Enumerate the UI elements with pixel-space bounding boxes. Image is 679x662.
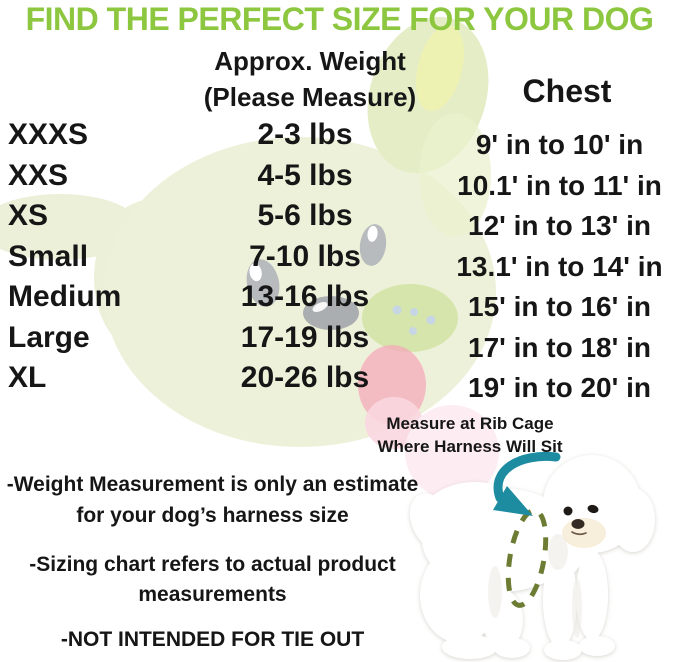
chest-value: 9' in to 10' in bbox=[475, 129, 644, 161]
measure-annotation-line2: Where Harness Will Sit bbox=[377, 437, 563, 456]
weight-value: 5-6 lbs bbox=[257, 199, 353, 233]
note-weight-estimate: -Weight Measurement is only an estimate … bbox=[0, 469, 425, 531]
size-label: XXXS bbox=[8, 118, 89, 152]
note-line: -NOT INTENDED FOR TIE OUT bbox=[60, 628, 365, 651]
chest-value: 12' in to 13' in bbox=[468, 210, 651, 242]
note-not-tie-out: -NOT INTENDED FOR TIE OUT bbox=[0, 628, 425, 652]
weight-value: 4-5 lbs bbox=[257, 158, 353, 192]
weight-header-line2: (Please Measure) bbox=[203, 82, 417, 112]
table-row: Small 7-10 lbs 13.1' in to 14' in bbox=[0, 237, 679, 282]
weight-value: 17-19 lbs bbox=[240, 320, 370, 354]
rib-cage-measure-ellipse bbox=[505, 508, 549, 608]
curved-arrow-icon bbox=[493, 451, 561, 516]
table-row: Medium 13-16 lbs 15' in to 16' in bbox=[0, 277, 679, 322]
dog-body bbox=[409, 455, 655, 660]
weight-value: 2-3 lbs bbox=[257, 118, 353, 152]
dog-face bbox=[562, 504, 606, 548]
note-line: measurements bbox=[138, 583, 287, 606]
note-line: -Sizing chart refers to actual product bbox=[29, 553, 396, 576]
weight-value: 7-10 lbs bbox=[249, 239, 361, 273]
table-row: XXS 4-5 lbs 10.1' in to 11' in bbox=[0, 156, 679, 201]
measure-annotation-line1: Measure at Rib Cage bbox=[386, 414, 554, 433]
chest-value: 13.1' in to 14' in bbox=[456, 250, 663, 282]
puppy-left-eye bbox=[246, 259, 280, 307]
dog-nose bbox=[571, 519, 585, 529]
table-row: XS 5-6 lbs 12' in to 13' in bbox=[0, 196, 679, 241]
weight-column-header: Approx. Weight (Please Measure) bbox=[180, 43, 440, 115]
chest-column-header: Chest bbox=[522, 73, 612, 109]
size-label: XS bbox=[8, 199, 49, 233]
chest-value: 19' in to 20' in bbox=[468, 372, 651, 404]
weight-value: 13-16 lbs bbox=[240, 280, 370, 314]
dog-illustration bbox=[409, 451, 655, 660]
table-row: XXXS 2-3 lbs 9' in to 10' in bbox=[0, 115, 679, 160]
page-title: FIND THE PERFECT SIZE FOR YOUR DOG bbox=[25, 1, 654, 37]
size-label: Medium bbox=[8, 280, 122, 314]
measure-annotation: Measure at Rib Cage Where Harness Will S… bbox=[355, 412, 585, 458]
size-label: XXS bbox=[8, 158, 69, 192]
size-label: Large bbox=[8, 320, 90, 354]
chest-value: 17' in to 18' in bbox=[468, 331, 651, 363]
table-row: Large 17-19 lbs 17' in to 18' in bbox=[0, 318, 679, 363]
size-table: XXXS 2-3 lbs 9' in to 10' in XXS 4-5 lbs… bbox=[0, 115, 679, 403]
chest-value: 10.1' in to 11' in bbox=[457, 169, 662, 201]
table-row: XL 20-26 lbs 19' in to 20' in bbox=[0, 358, 679, 403]
size-label: XL bbox=[8, 361, 47, 395]
puppy-right-eye bbox=[359, 224, 387, 266]
note-line: for your dog’s harness size bbox=[76, 504, 349, 527]
chest-value: 15' in to 16' in bbox=[468, 291, 651, 323]
note-sizing-chart: -Sizing chart refers to actual product m… bbox=[0, 550, 425, 610]
weight-header-line1: Approx. Weight bbox=[214, 46, 406, 76]
size-label: Small bbox=[8, 239, 89, 273]
note-line: -Weight Measurement is only an estimate bbox=[6, 473, 419, 496]
weight-value: 20-26 lbs bbox=[240, 361, 370, 395]
